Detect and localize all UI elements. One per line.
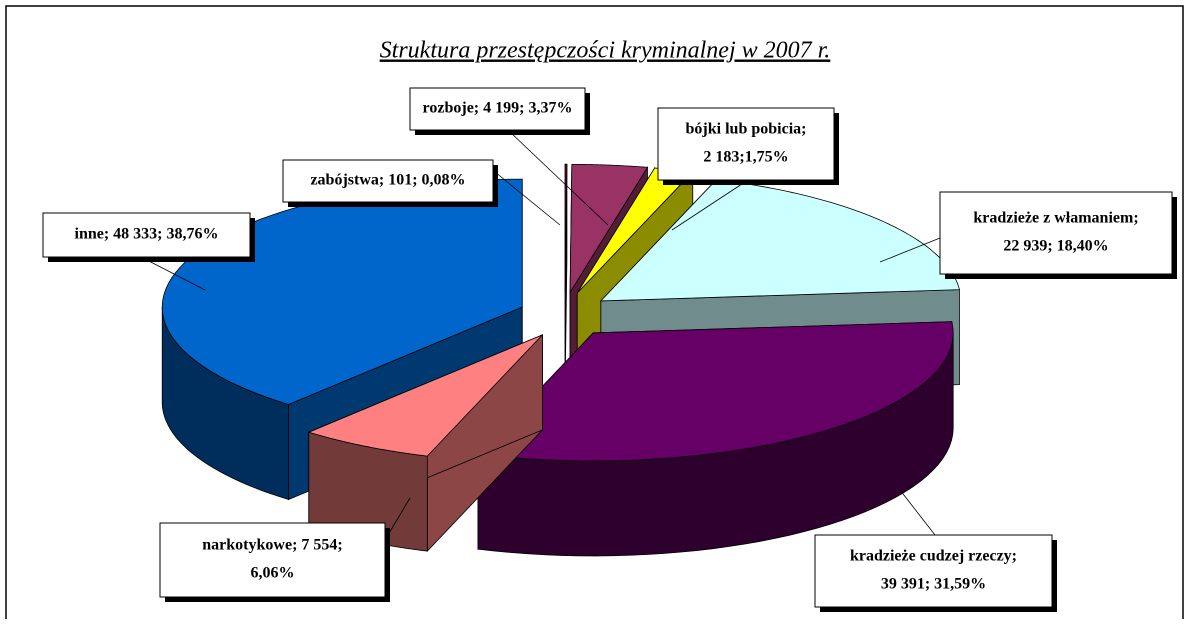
data-label: narkotykowe; 7 554; [202,537,342,554]
leader-line [494,171,561,226]
data-label: kradzieże cudzej rzeczy; [850,548,1017,565]
label-box [282,159,494,203]
data-label: 22 939; 18,40% [1003,238,1108,255]
data-label: rozboje; 4 199; 3,37% [423,100,573,117]
data-label: zabójstwa; 101; 0,08% [310,172,465,189]
slice [477,321,954,462]
leader-line [899,489,936,536]
slice [307,334,543,457]
data-label: kradzieże z włamaniem; [973,210,1138,227]
leader-line [509,131,609,226]
data-label: 39 391; 31,59% [881,576,986,593]
leader-line [671,181,746,231]
label-box [939,191,1173,275]
label-box [409,87,586,131]
data-label: bójki lub pobicia; [686,121,807,138]
leader-line [144,258,206,291]
chart-title: Struktura przestępczości kryminalnej w 2… [380,38,831,64]
label-box [814,534,1053,608]
label-box [42,212,251,258]
data-label: 6,06% [251,565,295,582]
label-box [159,522,386,598]
data-label: 2 183;1,75% [703,149,788,166]
label-box [657,107,835,181]
slice [564,163,568,293]
data-label: inne; 48 333; 38,76% [75,226,219,243]
leader-line [879,237,941,263]
slice [569,163,649,294]
